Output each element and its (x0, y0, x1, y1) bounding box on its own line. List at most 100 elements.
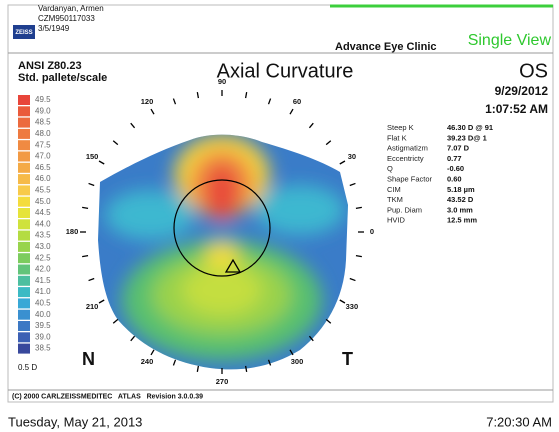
scale-swatch (18, 230, 30, 241)
tick (82, 206, 89, 210)
stat-label: Q (387, 164, 393, 173)
stat-value: 46.30 D @ 91 (447, 123, 493, 132)
scale-label: 49.5 (35, 95, 51, 104)
angle-label: 270 (216, 377, 229, 386)
scale-swatch (18, 106, 30, 117)
tick (308, 335, 314, 342)
scale-swatch (18, 196, 30, 207)
stat-value: 12.5 mm (447, 216, 477, 225)
scale-swatch (18, 287, 30, 298)
scale-label: 45.0 (35, 197, 51, 206)
birth-date: 3/5/1949 (38, 24, 70, 33)
scale-label: 43.5 (35, 231, 51, 240)
scale-swatch (18, 332, 30, 343)
tick (355, 206, 362, 210)
scale-swatch (18, 309, 30, 320)
scale-label: 47.0 (35, 152, 51, 161)
scale-label: 46.0 (35, 174, 51, 183)
eye: OS (519, 60, 548, 82)
stat-value: 5.18 µm (447, 185, 475, 194)
standard: ANSI Z80.23 (18, 60, 82, 72)
scale-label: 44.0 (35, 219, 51, 228)
tick (325, 318, 332, 324)
stat-label: Shape Factor (387, 174, 433, 183)
stat-label: Astigmatizm (387, 144, 428, 153)
clinic: Advance Eye Clinic (335, 41, 437, 53)
stat-label: CIM (387, 185, 401, 194)
scale-label: 43.0 (35, 242, 51, 251)
scale-swatch (18, 321, 30, 331)
stat-label: Flat K (387, 133, 407, 142)
scale-label: 48.0 (35, 129, 51, 138)
stat-value: -0.60 (447, 164, 464, 173)
tick (150, 349, 155, 356)
tick (112, 318, 119, 324)
tick (349, 182, 356, 187)
scale-label: 38.5 (35, 344, 51, 353)
tick (325, 140, 332, 146)
angle-label: 60 (293, 97, 301, 106)
tick (196, 365, 200, 372)
tick (339, 299, 346, 304)
angle-label: 180 (66, 227, 79, 236)
tick (355, 254, 362, 258)
scale-name: Std. pallete/scale (18, 72, 107, 84)
scale-swatch (18, 162, 30, 173)
tick (172, 98, 177, 105)
scale-swatch (18, 343, 30, 354)
frame (7, 4, 554, 403)
copyright: (C) 2000 CARLZEISSMEDITEC ATLAS Revision… (12, 393, 203, 400)
tick (172, 359, 177, 366)
stat-value: 43.52 D (447, 195, 474, 204)
tick (112, 140, 119, 146)
logo: ZEISS (15, 30, 32, 36)
tick (244, 92, 248, 99)
stat-label: HVID (387, 216, 406, 225)
nasal-label: N (82, 349, 95, 369)
stat-value: 7.07 D (447, 144, 470, 153)
stat-label: TKM (387, 195, 403, 204)
scale-label: 49.0 (35, 106, 51, 115)
scale-swatch (18, 241, 30, 252)
tick (82, 254, 89, 258)
tick (196, 92, 200, 99)
tick (289, 108, 294, 115)
scale-label: 44.5 (35, 208, 51, 217)
patient-name: Vardanyan, Armen (38, 4, 104, 13)
print-time: 7:20:30 AM (486, 414, 552, 429)
scale-swatch (18, 219, 30, 230)
tick (88, 277, 95, 282)
apex-marker (224, 258, 242, 273)
scale-label: 41.0 (35, 287, 51, 296)
scale-label: 46.5 (35, 163, 51, 172)
exam-date: 9/29/2012 (495, 84, 549, 98)
tick (308, 122, 314, 129)
scale-swatch (18, 208, 30, 218)
tick (98, 299, 105, 304)
scale-swatch (18, 174, 30, 185)
view-name: Single View (468, 32, 552, 49)
angle-label: 30 (348, 152, 356, 161)
tick (130, 122, 136, 129)
logo-box (13, 25, 35, 39)
scale-step: 0.5 D (18, 363, 37, 372)
scale-label: 39.0 (35, 332, 51, 341)
stat-label: Pup. Diam (387, 205, 422, 214)
pupil-circle (173, 179, 271, 277)
scale-label: 41.5 (35, 276, 51, 285)
scale-swatch (18, 275, 30, 286)
scale-label: 39.5 (35, 321, 51, 330)
stat-value: 39.23 D@ 1 (447, 133, 487, 142)
map-title: Axial Curvature (217, 60, 354, 82)
print-date: Tuesday, May 21, 2013 (8, 414, 142, 429)
tick (98, 160, 105, 165)
tick (349, 277, 356, 282)
angle-label: 210 (86, 302, 99, 311)
temporal-label: T (342, 349, 353, 369)
patient-id: CZM950117033 (38, 14, 95, 23)
scale-label: 47.5 (35, 140, 51, 149)
angle-label: 300 (291, 357, 304, 366)
scale-swatch (18, 264, 30, 275)
